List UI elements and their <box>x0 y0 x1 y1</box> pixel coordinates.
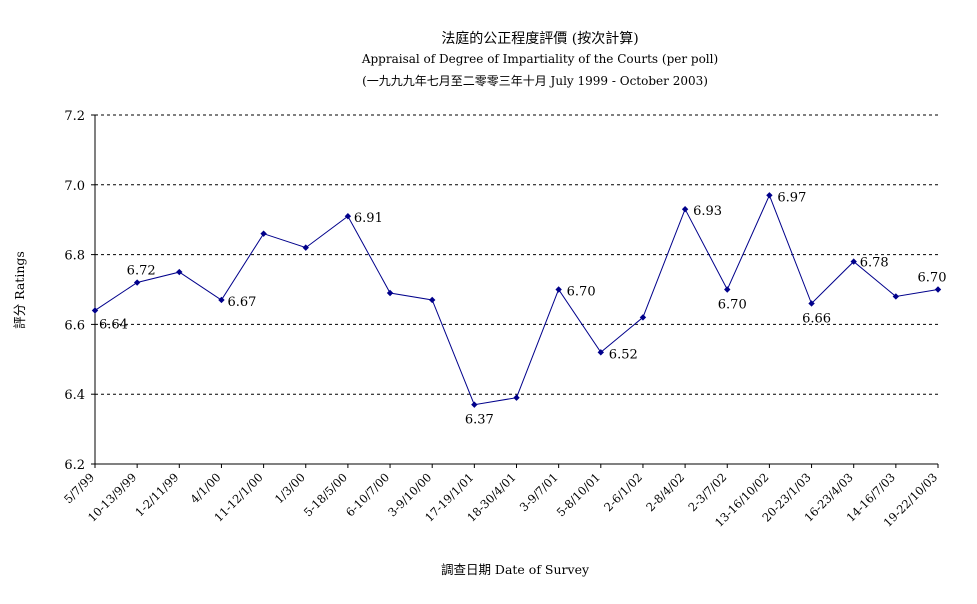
y-axis-label: 評分 Ratings <box>12 251 27 329</box>
chart-title: 法庭的公正程度評價 (按次計算) <box>441 30 638 47</box>
data-label: 6.70 <box>718 298 747 313</box>
x-tick-label: 4/1/00 <box>187 470 223 506</box>
y-tick-labels: 6.2 6.4 6.6 6.8 7.0 7.2 <box>64 109 85 473</box>
y-tick-label: 6.4 <box>64 388 85 403</box>
x-tick-label: 2-3/7/02 <box>685 470 729 514</box>
x-axis-label: 調查日期 Date of Survey <box>441 562 590 577</box>
data-labels: 6.64 6.72 6.67 6.91 6.37 6.70 6.52 6.93 6.70 6.97… <box>99 190 946 427</box>
data-label: 6.72 <box>127 264 156 279</box>
data-label: 6.67 <box>227 295 256 310</box>
y-tick-label: 6.6 <box>64 318 85 333</box>
data-point <box>597 349 604 356</box>
data-point <box>429 296 436 304</box>
x-tick-label: 5/7/99 <box>61 470 97 506</box>
data-label: 6.66 <box>802 311 831 326</box>
data-point <box>850 258 857 265</box>
data-point <box>681 206 689 213</box>
data-label: 6.78 <box>860 256 889 271</box>
data-label: 6.70 <box>567 285 596 300</box>
data-label: 6.97 <box>777 190 806 205</box>
data-points <box>91 192 942 408</box>
x-tick-label: 6-10/7/00 <box>343 470 392 519</box>
x-tick-label: 1-2/11/99 <box>132 470 181 519</box>
data-point <box>302 244 309 251</box>
data-label: 6.70 <box>918 271 947 286</box>
data-point <box>471 401 478 408</box>
x-tick-label: 1/3/00 <box>272 470 308 506</box>
data-point <box>724 286 731 293</box>
x-tick-label: 5-8/10/01 <box>554 470 603 519</box>
data-label: 6.93 <box>693 204 722 219</box>
data-point <box>808 300 815 307</box>
data-point <box>176 268 183 276</box>
data-point <box>555 286 562 293</box>
data-label: 6.37 <box>465 413 494 428</box>
y-tick-label: 6.8 <box>64 249 85 264</box>
gridlines <box>95 114 938 395</box>
x-tick-label: 3-9/7/01 <box>517 470 561 514</box>
data-point <box>934 286 942 293</box>
y-tick-label: 7.0 <box>64 179 85 194</box>
data-point <box>639 314 647 321</box>
x-tick-label: 5-18/5/00 <box>301 470 350 519</box>
data-point <box>344 213 352 220</box>
data-label: 6.91 <box>354 211 383 226</box>
data-point <box>218 296 225 304</box>
data-point <box>260 230 267 237</box>
y-tick-label: 6.2 <box>64 458 85 473</box>
chart-subtitle-period: (一九九九年七月至二零零三年十月 July 1999 - October 200… <box>362 74 708 88</box>
data-point <box>386 289 394 297</box>
axes <box>91 114 939 468</box>
x-tick-label: 2-6/1/02 <box>601 470 645 514</box>
data-label: 6.52 <box>609 347 638 362</box>
y-tick-label: 7.2 <box>64 109 85 124</box>
data-point <box>91 307 99 314</box>
chart-subtitle: Appraisal of Degree of Impartiality of t… <box>361 52 718 66</box>
data-point <box>766 192 773 199</box>
data-point <box>892 293 900 300</box>
data-point <box>513 394 520 401</box>
x-tick-label: 2-8/4/02 <box>643 470 687 514</box>
data-point <box>133 279 141 286</box>
data-label: 6.64 <box>99 317 128 332</box>
